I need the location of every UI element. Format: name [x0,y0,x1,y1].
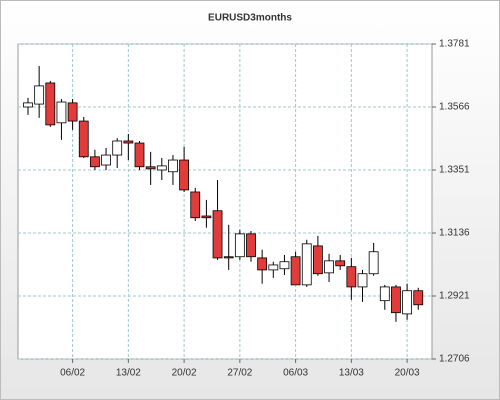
candle-body [391,286,401,314]
candle-body [134,142,145,168]
candle-body [156,165,167,171]
y-tick-label: 1.3781 [439,39,470,50]
candle-body [279,261,290,270]
candle-body [23,102,33,108]
candle-body [346,266,357,288]
candle-body [413,290,424,306]
y-tick-label: 1.2706 [439,354,470,365]
candle-body [335,260,346,267]
candle-body [179,159,190,191]
candle-body [234,233,245,258]
candle-body [379,286,390,302]
x-tick-label: 06/03 [283,368,308,379]
candle-body [168,159,178,173]
candle-body [45,82,56,126]
candle-body [201,215,212,219]
y-tick-label: 1.3136 [439,228,470,239]
y-tick-label: 1.3351 [439,165,470,176]
x-tick-label: 13/03 [339,368,364,379]
x-tick-label: 06/02 [60,368,85,379]
candle-body [67,102,78,122]
candle-body [190,191,201,219]
candle-body [368,251,379,275]
chart-title: EURUSD3months [208,13,292,24]
y-tick-label: 1.2921 [439,291,470,302]
candle-body [402,290,413,315]
plot-area [17,43,433,360]
candle-body [324,260,334,274]
candle-body [56,101,67,124]
candle-body [123,140,134,144]
candle-body [312,245,323,275]
candle-body [246,233,256,258]
x-tick-label: 20/02 [172,368,197,379]
candle-body [301,243,312,286]
candle-body [212,210,223,259]
candle-body [78,120,89,158]
candle-body [112,140,123,156]
candle-body [357,273,368,288]
x-tick-label: 27/02 [227,368,252,379]
candle-body [223,256,234,259]
x-tick-label: 20/03 [395,368,420,379]
candle-body [257,257,268,271]
candle-body [290,256,301,286]
y-tick-label: 1.3566 [439,102,470,113]
candle-body [101,154,111,166]
candle-body [268,264,279,271]
candle-body [145,166,156,170]
x-tick-label: 13/02 [116,368,141,379]
candle-body [34,85,45,105]
candle-body [90,156,100,168]
